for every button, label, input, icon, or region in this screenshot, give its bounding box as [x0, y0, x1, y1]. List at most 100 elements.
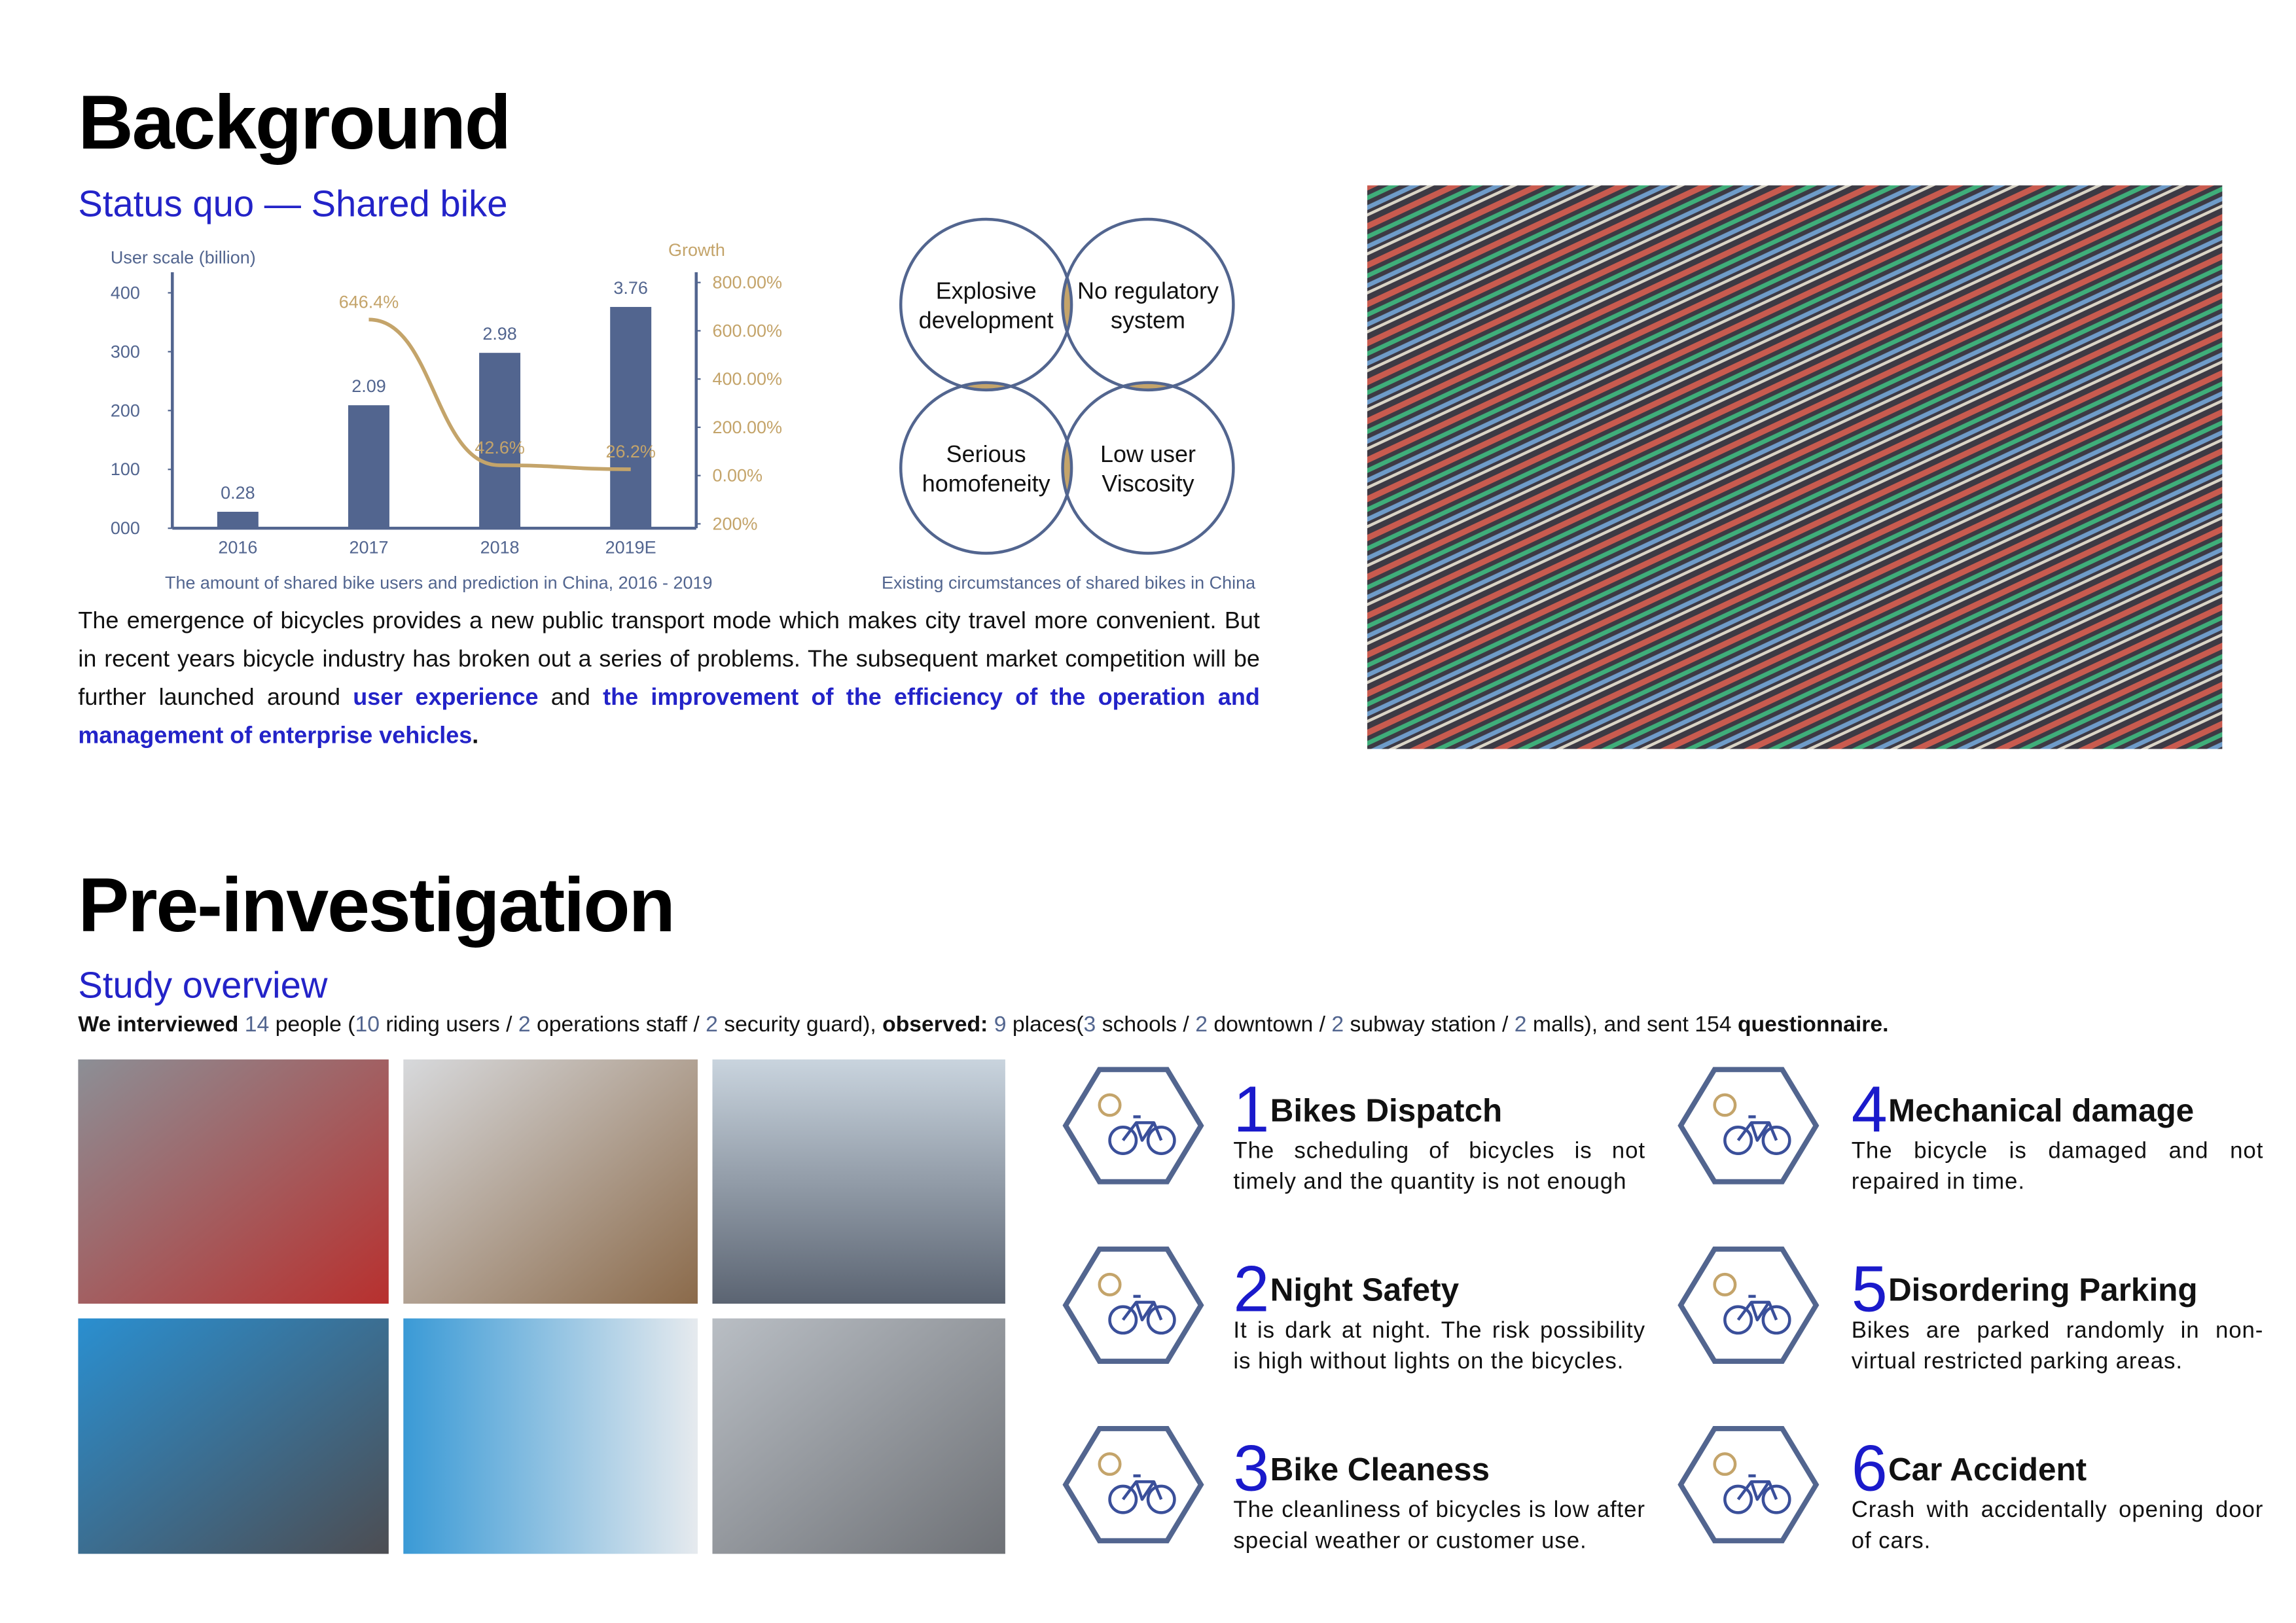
highlight: the improvement of the efficiency of the… [78, 685, 1260, 749]
section-subtitle: Status quo — Shared bike [78, 183, 507, 224]
issue-number: 2 [1233, 1252, 1269, 1325]
section-subtitle: Study overview [78, 964, 328, 1005]
venn-label: homofeneity [922, 470, 1050, 497]
photo [403, 1318, 698, 1554]
number: 2 [518, 1012, 531, 1038]
text: downtown / [1213, 1012, 1325, 1038]
number: 3 [1083, 1012, 1096, 1038]
hexagon [1677, 1067, 1820, 1185]
icon [1723, 1305, 1753, 1335]
icon [1761, 1305, 1791, 1335]
bar [217, 511, 259, 529]
icon [1146, 1305, 1176, 1335]
icon [1723, 1484, 1753, 1514]
icon-accent [1713, 1272, 1737, 1296]
number: 2 [1195, 1012, 1208, 1038]
line-value-label: 42.6% [475, 438, 524, 457]
bar-value-label: 2.09 [351, 376, 386, 396]
icon-accent [1713, 1093, 1737, 1117]
issue-number: 6 [1852, 1432, 1888, 1505]
y2-tick-label: 800.00% [712, 273, 781, 293]
venn-diagram: Existing circumstances of shared bikes i… [882, 217, 1255, 592]
text: riding users / [386, 1012, 512, 1038]
icon-accent [1098, 1272, 1122, 1296]
venn-label: No regulatory [1077, 277, 1219, 304]
photo-grid [78, 1059, 1005, 1554]
y2-axis-label: Growth [668, 240, 725, 260]
bar-value-label: 3.76 [613, 278, 648, 298]
issue-number: 3 [1233, 1432, 1269, 1505]
line-value-label: 26.2% [605, 442, 655, 461]
y-axis-label: User scale (billion) [111, 247, 256, 267]
issue-text-box: It is dark at night. The risk possibilit… [1233, 1318, 1645, 1375]
bar-value-label: 2.98 [482, 324, 516, 344]
y-tick-label: 000 [111, 518, 140, 538]
issue-text-box: Bikes are parked randomly in non-virtual… [1851, 1318, 2264, 1375]
icon [1146, 1126, 1176, 1156]
venn-circle [1061, 217, 1235, 392]
hexagon [1062, 1246, 1204, 1364]
issue-title: Bike Cleaness [1270, 1452, 1490, 1488]
number: 2 [1331, 1012, 1344, 1038]
photo [78, 1318, 389, 1554]
text: schools / [1102, 1012, 1189, 1038]
hexagon [1677, 1246, 1820, 1364]
y2-tick-label: 400.00% [712, 369, 781, 389]
venn-label: development [919, 306, 1054, 333]
number: 2 [1514, 1012, 1527, 1038]
photo [712, 1059, 1005, 1304]
issue-title: Disordering Parking [1888, 1272, 2198, 1308]
icon [1108, 1484, 1138, 1514]
number: 10 [355, 1012, 380, 1038]
paragraph-box: The emergence of bicycles provides a new… [78, 609, 1260, 749]
icon [1146, 1484, 1176, 1514]
icon-accent [1098, 1093, 1122, 1117]
issue-text: The cleanliness of bicycles is low after… [1233, 1497, 1645, 1554]
hexagon [1677, 1426, 1820, 1544]
icon [1121, 1294, 1163, 1322]
issue-text-box: The cleanliness of bicycles is low after… [1233, 1497, 1645, 1554]
issue-text: It is dark at night. The risk possibilit… [1233, 1318, 1645, 1375]
bar [348, 405, 389, 529]
text: security guard), [724, 1012, 876, 1038]
issue-title: Car Accident [1888, 1452, 2087, 1488]
issue-title: Night Safety [1270, 1272, 1460, 1308]
x-tick-label: 2016 [218, 537, 257, 557]
venn-caption: Existing circumstances of shared bikes i… [882, 573, 1255, 592]
issue-text: Bikes are parked randomly in non-virtual… [1851, 1318, 2264, 1375]
text: questionnaire. [1737, 1012, 1889, 1038]
text: observed: [882, 1012, 988, 1038]
y-tick-label: 300 [111, 342, 140, 361]
x-tick-label: 2017 [349, 537, 388, 557]
icon [1736, 1115, 1778, 1142]
y-tick-label: 400 [111, 283, 140, 302]
issue-title: Mechanical damage [1888, 1092, 2194, 1128]
hexagon [1062, 1426, 1204, 1544]
x-tick-label: 2019E [605, 537, 656, 557]
y2-tick-label: 200.00% [712, 418, 781, 437]
text: The emergence of bicycles provides a new… [78, 609, 1260, 711]
venn-label: Low user [1100, 440, 1196, 467]
text: We interviewed [78, 1012, 239, 1038]
icon [1108, 1126, 1138, 1156]
issue-number: 4 [1852, 1073, 1888, 1145]
photo [712, 1318, 1005, 1554]
growth-line [368, 317, 631, 471]
number: 2 [706, 1012, 718, 1038]
icon [1723, 1126, 1753, 1156]
issue-text: The scheduling of bicycles is not timely… [1233, 1139, 1645, 1195]
y2-tick-label: 200% [712, 514, 757, 533]
issue-text-box: Crash with accidentally opening door of … [1852, 1498, 2263, 1554]
venn-label: Serious [946, 440, 1026, 467]
highlight: user experience [353, 685, 539, 711]
text: places( [1012, 1012, 1084, 1038]
y-tick-label: 200 [111, 401, 140, 420]
number: 14 [244, 1012, 270, 1038]
photo [78, 1059, 389, 1304]
text: subway station / [1350, 1012, 1509, 1038]
text: . [472, 724, 479, 749]
icon-accent [1098, 1452, 1122, 1476]
y-tick-label: 100 [111, 459, 140, 479]
aerial-photo [1367, 185, 2223, 749]
